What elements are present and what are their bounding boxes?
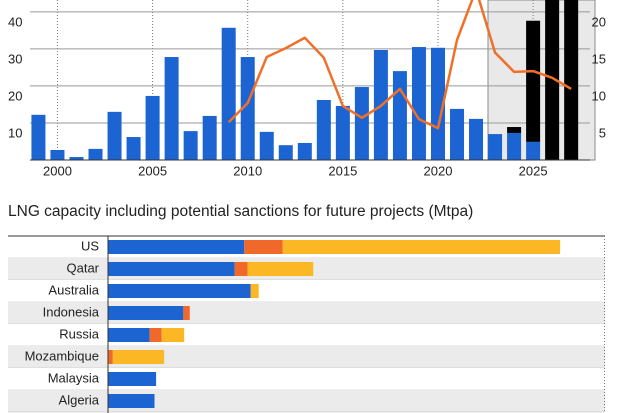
y2-tick-label: 20 [592,14,606,29]
bar [488,134,503,160]
category-label: Indonesia [43,304,100,319]
bar [108,306,184,320]
bar [430,47,445,160]
bar [88,148,103,160]
bar [297,142,312,160]
category-label: US [81,238,99,253]
x-tick-label: 2010 [233,163,262,178]
category-label: Malaysia [48,370,100,385]
bar [108,240,245,254]
forecast-shade [487,0,596,161]
x-tick-label: 2015 [328,163,357,178]
bar [526,141,541,160]
bar [240,57,255,161]
bar [126,137,141,160]
x-tick-label: 2025 [519,163,548,178]
bar [526,20,541,142]
category-label: Australia [48,282,99,297]
x-tick-label: 2005 [138,163,167,178]
bar [354,87,369,160]
bar [564,0,579,161]
bar [107,111,122,160]
y-tick-label: 10 [8,125,22,140]
line [227,0,572,130]
bar [183,306,190,320]
bar [108,394,155,408]
category-label: Algeria [59,392,100,407]
row-band [8,390,605,412]
bar [108,284,251,298]
row-band [8,368,605,390]
bar [69,157,84,160]
bar [545,0,560,160]
bar [108,350,113,364]
bar [145,95,160,160]
bar [234,262,248,276]
x-tick-label: 2020 [424,163,453,178]
bar [316,100,331,160]
bar [259,131,274,160]
category-label: Mozambique [25,348,99,363]
bar [149,328,162,342]
bar [108,328,150,342]
bar [161,328,185,342]
bar [411,47,426,161]
bar [112,350,165,364]
bar [164,57,179,161]
x-tick-label: 2000 [43,163,72,178]
bar [221,27,236,161]
y2-tick-label: 15 [592,51,606,66]
bar [392,71,407,160]
y2-tick-label: 5 [599,125,606,140]
bar [507,132,522,160]
category-label: Russia [59,326,100,341]
y-tick-label: 40 [8,14,22,29]
bar [282,240,561,254]
bar [183,131,198,160]
bar [507,127,522,133]
bar [108,262,235,276]
category-label: Qatar [66,260,99,275]
bar [50,150,65,160]
bar [278,145,293,160]
bar [469,118,484,160]
bar [244,240,283,254]
y-tick-label: 30 [8,51,22,66]
y2-tick-label: 10 [592,88,606,103]
bar [247,262,314,276]
bar [202,115,217,160]
bar [335,105,350,160]
bar [450,108,465,160]
bar [108,372,157,386]
y-tick-label: 20 [8,88,22,103]
bar [31,114,46,160]
bar [250,284,259,298]
chart-title: LNG capacity including potential sanctio… [8,203,473,220]
